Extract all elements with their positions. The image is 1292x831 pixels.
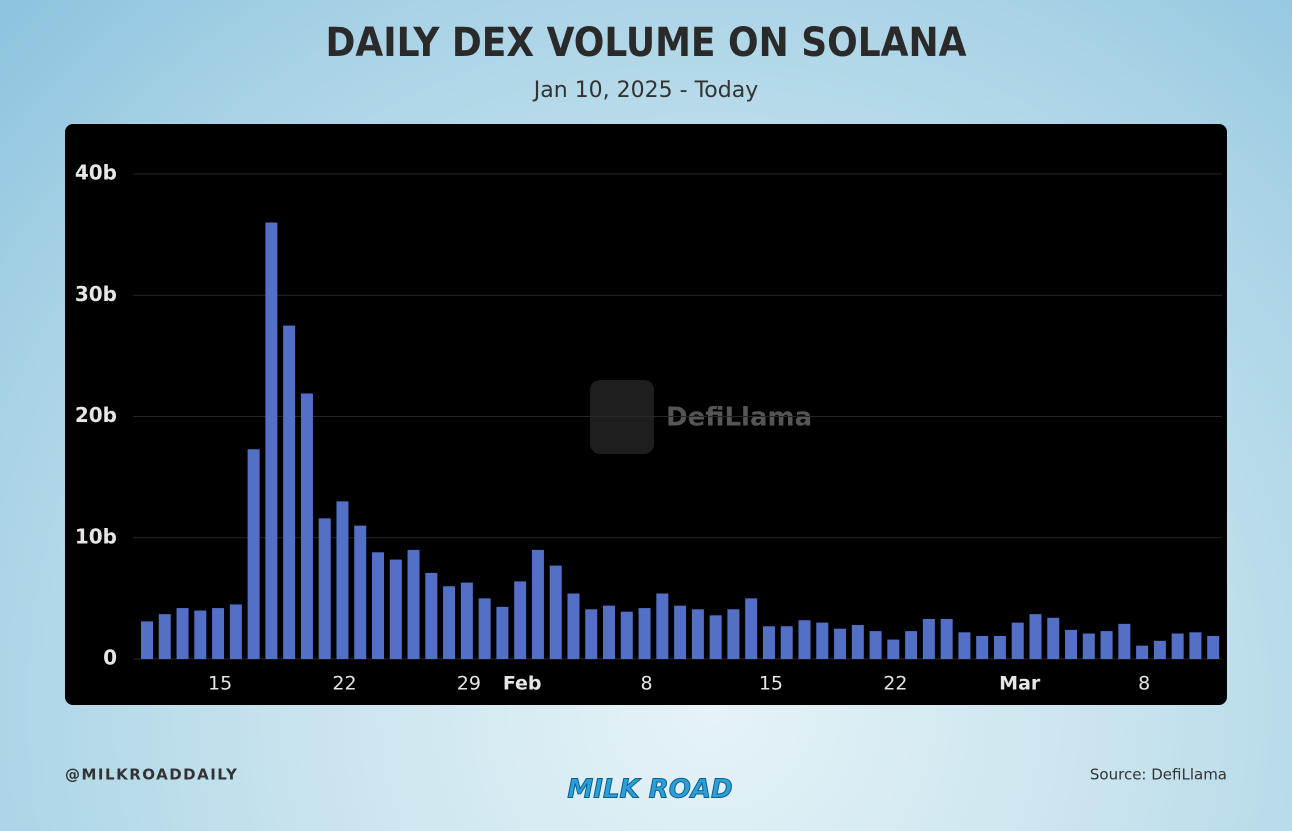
y-tick-label: 20b	[75, 403, 117, 427]
bar	[300, 393, 313, 659]
x-tick-label: Feb	[503, 673, 542, 695]
bar	[283, 325, 296, 659]
bar	[1082, 633, 1095, 659]
bar	[212, 608, 225, 659]
bar	[1171, 633, 1184, 659]
bar	[745, 598, 758, 659]
bar	[460, 582, 473, 659]
bar	[194, 610, 207, 659]
bar	[1136, 645, 1149, 659]
bar	[496, 606, 509, 659]
x-tick-label: 29	[457, 673, 481, 695]
bar	[141, 621, 153, 659]
bar	[1118, 623, 1131, 659]
source: Source: DefiLlama	[1090, 766, 1227, 784]
bar	[762, 626, 775, 659]
bar	[549, 565, 562, 659]
bar	[798, 620, 811, 659]
bar	[1029, 614, 1042, 659]
bar	[318, 518, 331, 659]
x-tick-label: 22	[332, 673, 356, 695]
bar	[514, 581, 527, 659]
handle: @MILKROADDAILY	[65, 766, 238, 784]
bar	[674, 605, 687, 659]
bar	[354, 525, 367, 659]
bar	[478, 598, 491, 659]
chart-title: DAILY DEX VOLUME ON SOLANA	[326, 20, 967, 66]
bar	[976, 635, 989, 659]
bar	[1189, 632, 1202, 659]
x-tick-label: 8	[641, 673, 653, 695]
bar	[336, 501, 349, 659]
y-tick-label: 0	[103, 646, 117, 670]
y-tick-label: 30b	[75, 282, 117, 306]
bar	[905, 631, 918, 659]
y-tick-label: 40b	[75, 161, 117, 185]
x-tick-label: 15	[208, 673, 232, 695]
bar	[407, 549, 420, 659]
watermark: DefiLlama	[666, 403, 812, 433]
bar	[1011, 622, 1024, 659]
bar	[372, 552, 385, 659]
bar	[531, 549, 544, 659]
bar	[780, 626, 793, 659]
bar	[425, 572, 438, 659]
bar	[691, 609, 704, 659]
bar	[1100, 631, 1113, 659]
chart-subtitle: Jan 10, 2025 - Today	[532, 78, 758, 103]
bar	[1047, 617, 1060, 659]
bar	[869, 631, 882, 659]
x-tick-label: Mar	[999, 673, 1041, 695]
bar	[638, 608, 651, 659]
bar	[727, 609, 740, 659]
bar	[585, 609, 598, 659]
x-tick-label: 22	[883, 673, 907, 695]
x-tick-label: 8	[1138, 673, 1150, 695]
bar	[567, 593, 580, 659]
y-tick-label: 10b	[75, 524, 117, 548]
bar	[958, 632, 971, 659]
bar	[834, 628, 847, 659]
logo: MILK ROAD	[567, 775, 732, 805]
bar	[851, 625, 864, 659]
bar	[389, 559, 402, 659]
bar	[656, 593, 669, 659]
bar	[709, 615, 722, 659]
bar	[1153, 640, 1166, 659]
bar	[229, 604, 242, 659]
bar	[176, 608, 189, 659]
bar	[922, 618, 935, 659]
bar	[247, 449, 260, 659]
bar	[887, 639, 900, 659]
bar	[1065, 629, 1078, 659]
bar	[265, 222, 278, 659]
bar	[816, 622, 829, 659]
bar	[1207, 635, 1220, 659]
bar	[158, 614, 171, 659]
bar	[620, 611, 633, 659]
bar	[940, 618, 953, 659]
bar	[443, 586, 456, 659]
bar	[603, 605, 616, 659]
bar	[993, 635, 1006, 659]
x-tick-label: 15	[759, 673, 783, 695]
